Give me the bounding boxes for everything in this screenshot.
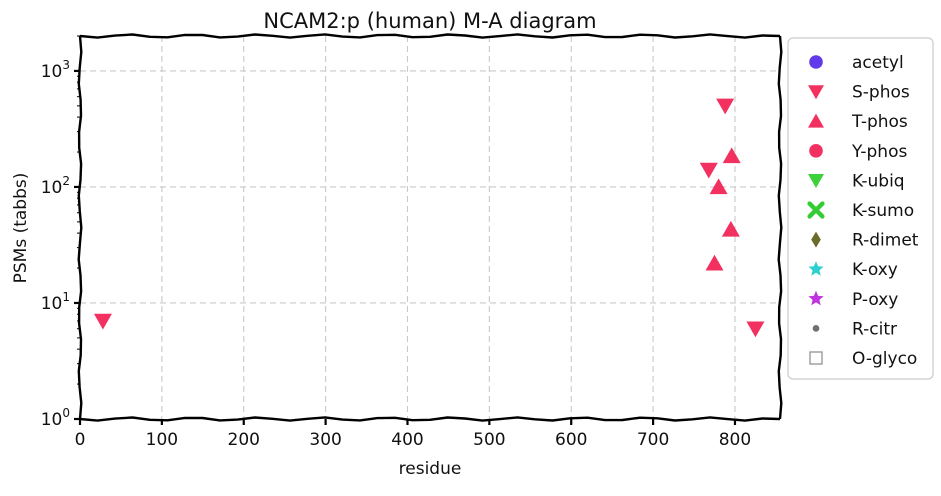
x-tick-label: 100 [146,430,178,450]
legend-marker-r-dimet [811,231,821,248]
grid-layer [80,36,780,419]
legend-label-y-phos: Y-phos [851,142,907,162]
legend-marker-k-sumo [807,201,825,219]
data-point-t-phos [709,178,728,195]
frame-right [777,35,783,420]
legend: acetyl S-phos T-phos Y-phos K-ubiq K-sumo R-di… [787,37,934,380]
legend-label-k-sumo: K-sumo [852,201,914,221]
legend-label-r-dimet: R-dimet [852,231,919,251]
legend-label-o-glyco: O-glyco [852,349,917,369]
data-point-t-phos [721,220,740,237]
x-tick-label: 300 [309,430,341,450]
frame-left [77,35,83,420]
legend-marker-p-oxy [808,290,824,306]
data-point-s-phos [93,313,112,330]
legend-label-k-ubiq: K-ubiq [852,171,905,191]
legend-marker-k-ubiq [808,174,824,188]
legend-marker-r-citr [812,325,820,332]
legend-label-p-oxy: P-oxy [852,290,898,310]
x-tick-label: 400 [391,430,423,450]
data-point-s-phos [699,162,718,179]
plot-frame [77,33,783,422]
legend-label-acetyl: acetyl [852,53,904,73]
chart-title: NCAM2:p (human) M-A diagram [263,9,596,33]
y-tick-label: 100 [41,406,70,430]
x-axis-label: residue [399,459,462,479]
x-tick-label: 800 [719,430,751,450]
data-point-s-phos [746,321,765,338]
data-point-t-phos [722,147,741,164]
y-tick-label: 101 [41,290,70,314]
legend-label-k-oxy: K-oxy [852,260,898,280]
legend-frame [787,37,934,380]
legend-label-t-phos: T-phos [851,112,908,132]
legend-marker-o-glyco [809,351,823,365]
y-axis-label: PSMs (tabbs) [11,173,31,284]
legend-label-s-phos: S-phos [852,83,910,103]
x-tick-label: 700 [637,430,669,450]
x-tick-label: 500 [473,430,505,450]
y-tick-label: 103 [41,58,70,82]
legend-label-r-citr: R-citr [852,319,897,339]
legend-marker-t-phos [808,113,824,128]
y-tick-label: 102 [41,174,70,198]
frame-bottom [79,416,781,422]
x-tick-label: 200 [228,430,260,450]
frame-top [79,33,781,39]
legend-marker-s-phos [808,85,824,100]
legend-marker-acetyl [809,55,823,69]
x-tick-label: 600 [555,430,587,450]
legend-marker-y-phos [809,144,823,158]
data-point-t-phos [705,254,724,271]
data-point-s-phos [716,98,735,115]
legend-marker-k-oxy [808,261,824,276]
data-points [93,98,765,338]
x-tick-label: 0 [75,430,86,450]
